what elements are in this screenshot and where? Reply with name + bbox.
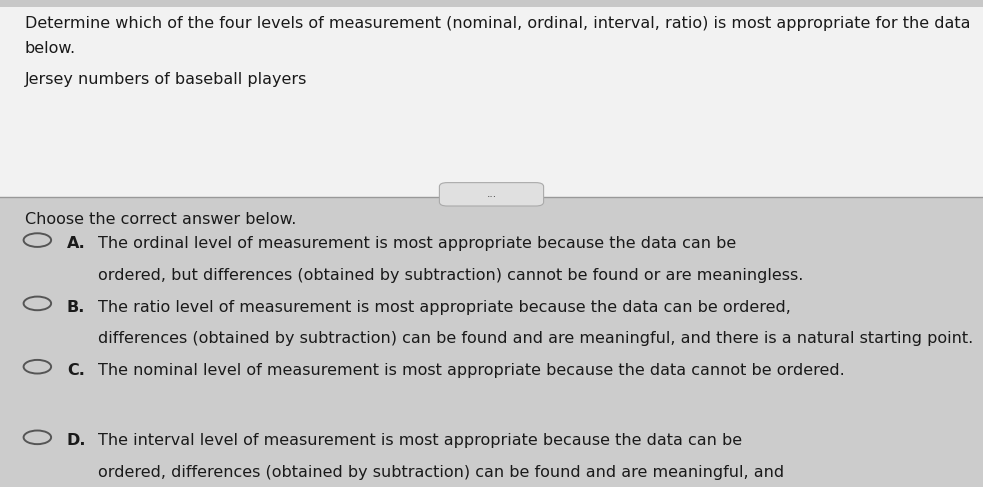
Text: B.: B.: [67, 300, 86, 315]
Text: A.: A.: [67, 236, 86, 251]
Text: ordered, differences (obtained by subtraction) can be found and are meaningful, : ordered, differences (obtained by subtra…: [98, 465, 784, 480]
FancyBboxPatch shape: [439, 183, 544, 206]
Text: C.: C.: [67, 363, 85, 378]
Text: D.: D.: [67, 433, 87, 449]
Text: The interval level of measurement is most appropriate because the data can be: The interval level of measurement is mos…: [98, 433, 742, 449]
Text: differences (obtained by subtraction) can be found and are meaningful, and there: differences (obtained by subtraction) ca…: [98, 331, 973, 346]
FancyBboxPatch shape: [0, 197, 983, 487]
Text: ...: ...: [487, 189, 496, 199]
FancyBboxPatch shape: [0, 7, 983, 197]
Text: The nominal level of measurement is most appropriate because the data cannot be : The nominal level of measurement is most…: [98, 363, 845, 378]
Text: ordered, but differences (obtained by subtraction) cannot be found or are meanin: ordered, but differences (obtained by su…: [98, 268, 804, 283]
Text: below.: below.: [25, 41, 76, 56]
Text: Determine which of the four levels of measurement (nominal, ordinal, interval, r: Determine which of the four levels of me…: [25, 16, 970, 31]
Text: Jersey numbers of baseball players: Jersey numbers of baseball players: [25, 72, 307, 87]
Text: The ordinal level of measurement is most appropriate because the data can be: The ordinal level of measurement is most…: [98, 236, 736, 251]
Text: The ratio level of measurement is most appropriate because the data can be order: The ratio level of measurement is most a…: [98, 300, 791, 315]
Text: Choose the correct answer below.: Choose the correct answer below.: [25, 212, 296, 227]
